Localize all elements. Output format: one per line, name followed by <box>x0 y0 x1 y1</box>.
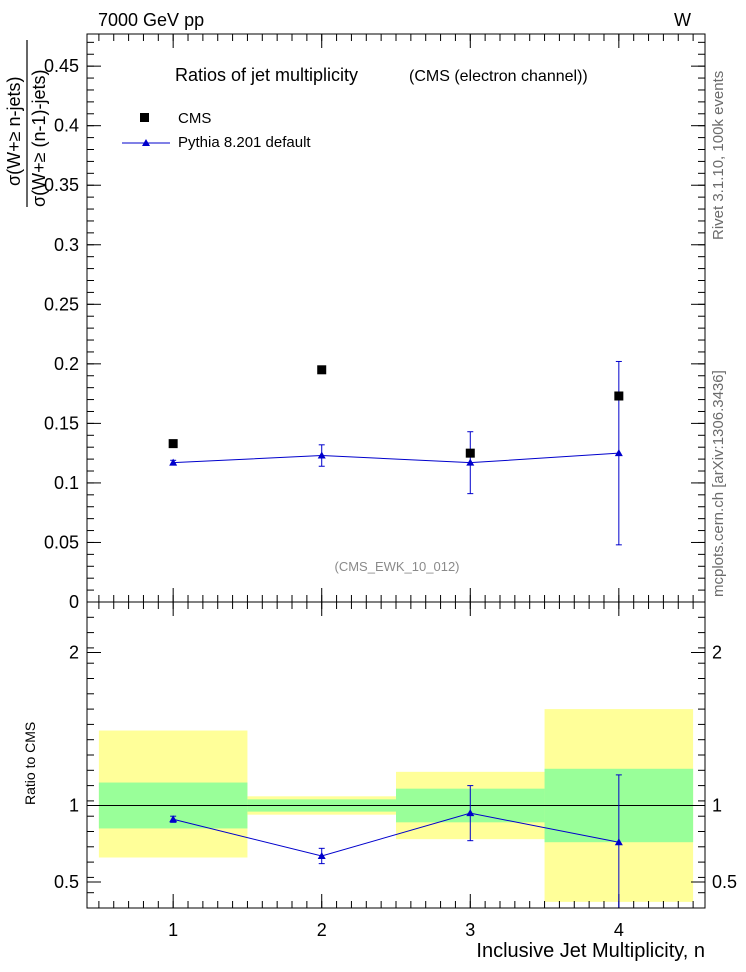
ratio-ytick-label-right: 0.5 <box>712 872 737 892</box>
ratio-frame <box>86 601 706 909</box>
cms-point <box>614 391 624 401</box>
legend-cms-marker <box>140 113 149 122</box>
pythia-line <box>173 452 619 464</box>
x-tick-label: 2 <box>317 920 327 940</box>
mcplots-label: mcplots.cern.ch [arXiv:1306.3436] <box>710 370 727 597</box>
cms-point <box>168 439 178 449</box>
main-panel: 0 0.05 0.1 0.15 0.2 0.25 0.3 0.35 0.4 0.45 Ratios… <box>4 34 705 612</box>
ratio-panel: 0.5 0.5 1 1 2 2 1 2 3 4 Ratio to CMS <box>22 602 737 940</box>
main-ytick-label: 0.35 <box>44 175 79 195</box>
ratio-point <box>169 815 178 823</box>
x-tick-label: 4 <box>614 920 624 940</box>
legend-cms-label: CMS <box>178 110 211 127</box>
main-ytick-label: 0.3 <box>54 235 79 255</box>
cms-point <box>465 448 475 458</box>
ratio-point <box>317 851 326 859</box>
pythia-point <box>169 458 178 466</box>
main-ytick-label: 0.2 <box>54 354 79 374</box>
ratio-ytick-label-right: 1 <box>712 795 722 815</box>
x-axis-label: Inclusive Jet Multiplicity, n <box>476 940 705 962</box>
main-ytick-label: 0.1 <box>54 473 79 493</box>
cms-point <box>317 365 327 375</box>
main-ytick-label: 0.25 <box>44 294 79 314</box>
main-subtitle: (CMS (electron channel)) <box>409 68 588 85</box>
legend-pythia-marker <box>142 139 150 146</box>
ratio-point <box>466 809 475 817</box>
header-process: W <box>674 10 691 30</box>
pythia-point <box>317 451 326 459</box>
y-axis-label-numerator: σ(W+≥ n-jets) <box>4 77 24 187</box>
ratio-ytick-label-right: 2 <box>712 642 722 662</box>
main-ytick-label: 0.45 <box>44 56 79 76</box>
pythia-point <box>466 458 475 466</box>
header-energy: 7000 GeV pp <box>98 10 204 30</box>
pythia-point <box>614 449 623 457</box>
rivet-label: Rivet 3.1.10, 100k events <box>710 71 727 240</box>
legend: CMS Pythia 8.201 default <box>122 110 311 151</box>
main-ytick-label: 0.4 <box>54 116 79 136</box>
x-tick-label: 1 <box>168 920 178 940</box>
main-ytick-label: 0.15 <box>44 413 79 433</box>
main-ytick-label: 0 <box>69 592 79 612</box>
main-ytick-label: 0.05 <box>44 532 79 552</box>
legend-pythia-label: Pythia 8.201 default <box>178 134 311 151</box>
ratio-ytick-label: 1 <box>69 795 79 815</box>
ratio-y-axis-label: Ratio to CMS <box>22 722 38 805</box>
ratio-ytick-label: 0.5 <box>54 872 79 892</box>
y-axis-label-denominator: σ(W+≥ (n-1)-jets) <box>29 70 49 208</box>
x-tick-label: 3 <box>465 920 475 940</box>
ratio-point <box>614 838 623 846</box>
main-title: Ratios of jet multiplicity <box>175 65 358 85</box>
analysis-id: (CMS_EWK_10_012) <box>335 559 460 574</box>
ratio-ytick-label: 2 <box>69 642 79 662</box>
ratio-line <box>173 812 619 857</box>
